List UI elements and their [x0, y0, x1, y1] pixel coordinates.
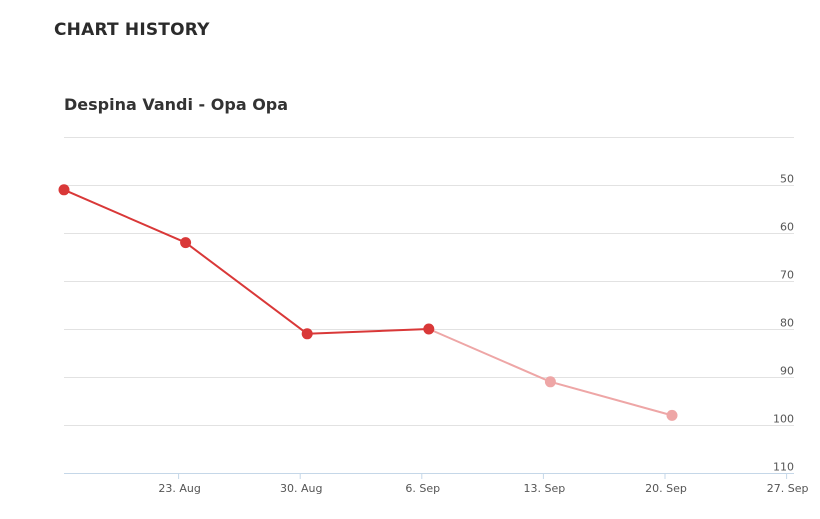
x-tick-label: 23. Aug	[158, 482, 200, 495]
data-point[interactable]	[58, 184, 70, 196]
chart-title: Despina Vandi - Opa Opa	[64, 95, 289, 114]
y-tick-label: 110	[773, 461, 794, 474]
series-segment	[427, 328, 552, 383]
y-axis-ticks: 50 60 70 80 90 100 110	[773, 173, 794, 474]
y-tick-label: 100	[773, 413, 794, 426]
x-tick-label: 20. Sep	[645, 482, 687, 495]
section-title: CHART HISTORY	[54, 20, 210, 40]
series-segment	[549, 380, 673, 417]
y-tick-label: 70	[780, 269, 794, 282]
series-points	[58, 184, 678, 421]
data-point[interactable]	[544, 376, 556, 388]
x-tick-label: 13. Sep	[524, 482, 566, 495]
series-line	[63, 188, 673, 417]
y-tick-label: 60	[780, 221, 794, 234]
y-tick-label: 80	[780, 317, 794, 330]
data-point[interactable]	[423, 323, 435, 335]
data-point[interactable]	[301, 328, 313, 340]
x-tick-label: 6. Sep	[405, 482, 440, 495]
x-tick-label: 30. Aug	[280, 482, 322, 495]
y-tick-label: 90	[780, 365, 794, 378]
series-segment	[306, 328, 430, 335]
y-tick-label: 50	[780, 173, 794, 186]
grid-lines	[64, 137, 794, 474]
x-axis-ticks: 23. Aug 30. Aug 6. Sep 13. Sep 20. Sep 27. Se…	[158, 473, 808, 495]
series-segment	[63, 188, 187, 244]
series-segment	[184, 241, 309, 335]
x-tick-label: 27. Sep	[767, 482, 809, 495]
data-point[interactable]	[180, 237, 192, 249]
data-point[interactable]	[666, 409, 678, 421]
